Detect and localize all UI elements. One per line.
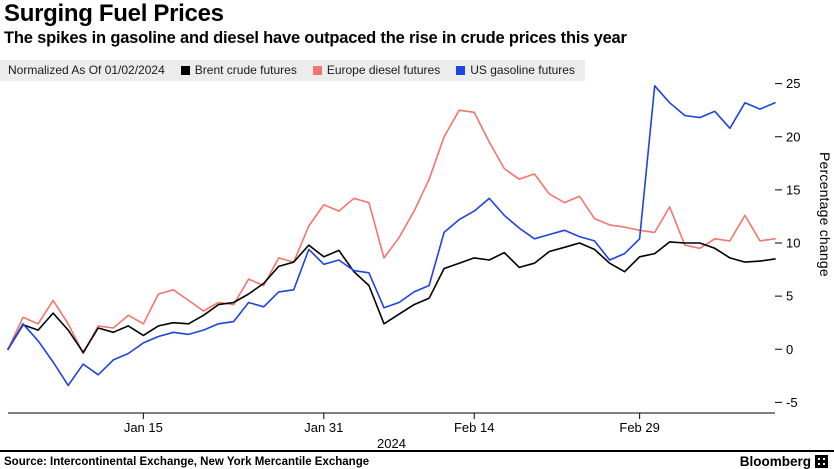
series-line-brent-crude-futures bbox=[7, 241, 776, 354]
legend-item-brent-crude: Brent crude futures bbox=[180, 63, 297, 77]
page-title: Surging Fuel Prices bbox=[4, 0, 224, 27]
bloomberg-mark-icon bbox=[815, 455, 828, 468]
x-tick-label: Jan 15 bbox=[124, 420, 163, 435]
series-line-europe-diesel-futures bbox=[7, 109, 776, 355]
legend-label-brent-crude: Brent crude futures bbox=[194, 63, 297, 77]
bloomberg-wordmark: Bloomberg bbox=[739, 454, 811, 469]
y-tick-label: 25 bbox=[786, 76, 800, 91]
y-axis-label: Percentage change bbox=[817, 152, 833, 277]
series-line-us-gasoline-futures bbox=[7, 85, 776, 387]
x-tick-label: Jan 31 bbox=[304, 420, 343, 435]
x-tick-label: Feb 14 bbox=[454, 420, 494, 435]
legend-label-europe-diesel: Europe diesel futures bbox=[326, 63, 441, 77]
x-axis-year-label: 2024 bbox=[377, 436, 406, 451]
y-tick-label: 5 bbox=[786, 289, 793, 304]
source-text: Source: Intercontinental Exchange, New Y… bbox=[4, 455, 370, 468]
legend-item-us-gasoline: US gasoline futures bbox=[456, 63, 575, 77]
y-tick-label: 10 bbox=[786, 236, 800, 251]
bloomberg-logo: Bloomberg bbox=[740, 454, 828, 469]
brent-crude-swatch-icon bbox=[180, 65, 190, 75]
legend-note-label: Normalized As Of 01/02/2024 bbox=[8, 63, 165, 77]
footer-bar: Source: Intercontinental Exchange, New Y… bbox=[0, 450, 834, 469]
legend-label-us-gasoline: US gasoline futures bbox=[470, 63, 575, 77]
legend-bar: Normalized As Of 01/02/2024 Brent crude … bbox=[0, 60, 585, 81]
europe-diesel-swatch-icon bbox=[312, 65, 322, 75]
us-gasoline-swatch-icon bbox=[456, 65, 466, 75]
y-tick-label: 0 bbox=[786, 342, 793, 357]
y-tick-label: -5 bbox=[786, 395, 798, 410]
x-tick-label: Feb 29 bbox=[619, 420, 659, 435]
legend-item-europe-diesel: Europe diesel futures bbox=[312, 63, 441, 77]
page-subtitle: The spikes in gasoline and diesel have o… bbox=[4, 29, 627, 47]
y-tick-label: 20 bbox=[786, 129, 800, 144]
y-tick-label: 15 bbox=[786, 182, 800, 197]
legend-note: Normalized As Of 01/02/2024 bbox=[8, 63, 165, 77]
